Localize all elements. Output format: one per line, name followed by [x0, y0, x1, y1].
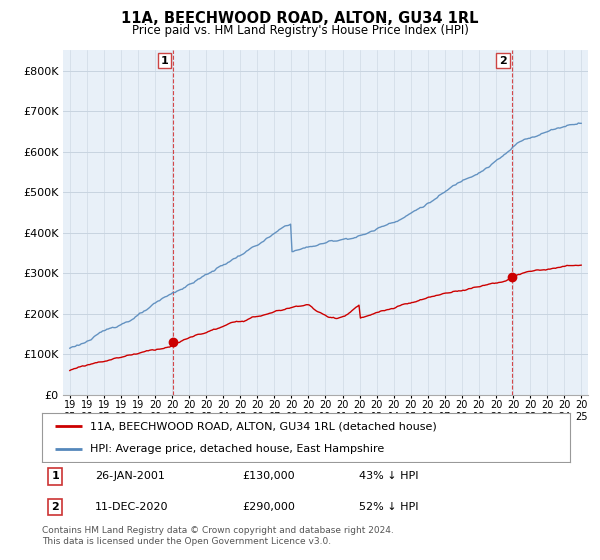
Text: Price paid vs. HM Land Registry's House Price Index (HPI): Price paid vs. HM Land Registry's House … — [131, 24, 469, 36]
Text: 2: 2 — [499, 55, 507, 66]
Text: Contains HM Land Registry data © Crown copyright and database right 2024.
This d: Contains HM Land Registry data © Crown c… — [42, 526, 394, 546]
Text: 1: 1 — [160, 55, 168, 66]
Text: £290,000: £290,000 — [242, 502, 296, 512]
Text: 11-DEC-2020: 11-DEC-2020 — [95, 502, 168, 512]
Text: 2: 2 — [52, 502, 59, 512]
Text: £130,000: £130,000 — [242, 472, 295, 482]
Text: 43% ↓ HPI: 43% ↓ HPI — [359, 472, 418, 482]
Text: 11A, BEECHWOOD ROAD, ALTON, GU34 1RL (detached house): 11A, BEECHWOOD ROAD, ALTON, GU34 1RL (de… — [89, 421, 436, 431]
Text: 26-JAN-2001: 26-JAN-2001 — [95, 472, 164, 482]
Text: 52% ↓ HPI: 52% ↓ HPI — [359, 502, 418, 512]
Text: 1: 1 — [52, 472, 59, 482]
Text: 11A, BEECHWOOD ROAD, ALTON, GU34 1RL: 11A, BEECHWOOD ROAD, ALTON, GU34 1RL — [121, 11, 479, 26]
Text: HPI: Average price, detached house, East Hampshire: HPI: Average price, detached house, East… — [89, 444, 384, 454]
